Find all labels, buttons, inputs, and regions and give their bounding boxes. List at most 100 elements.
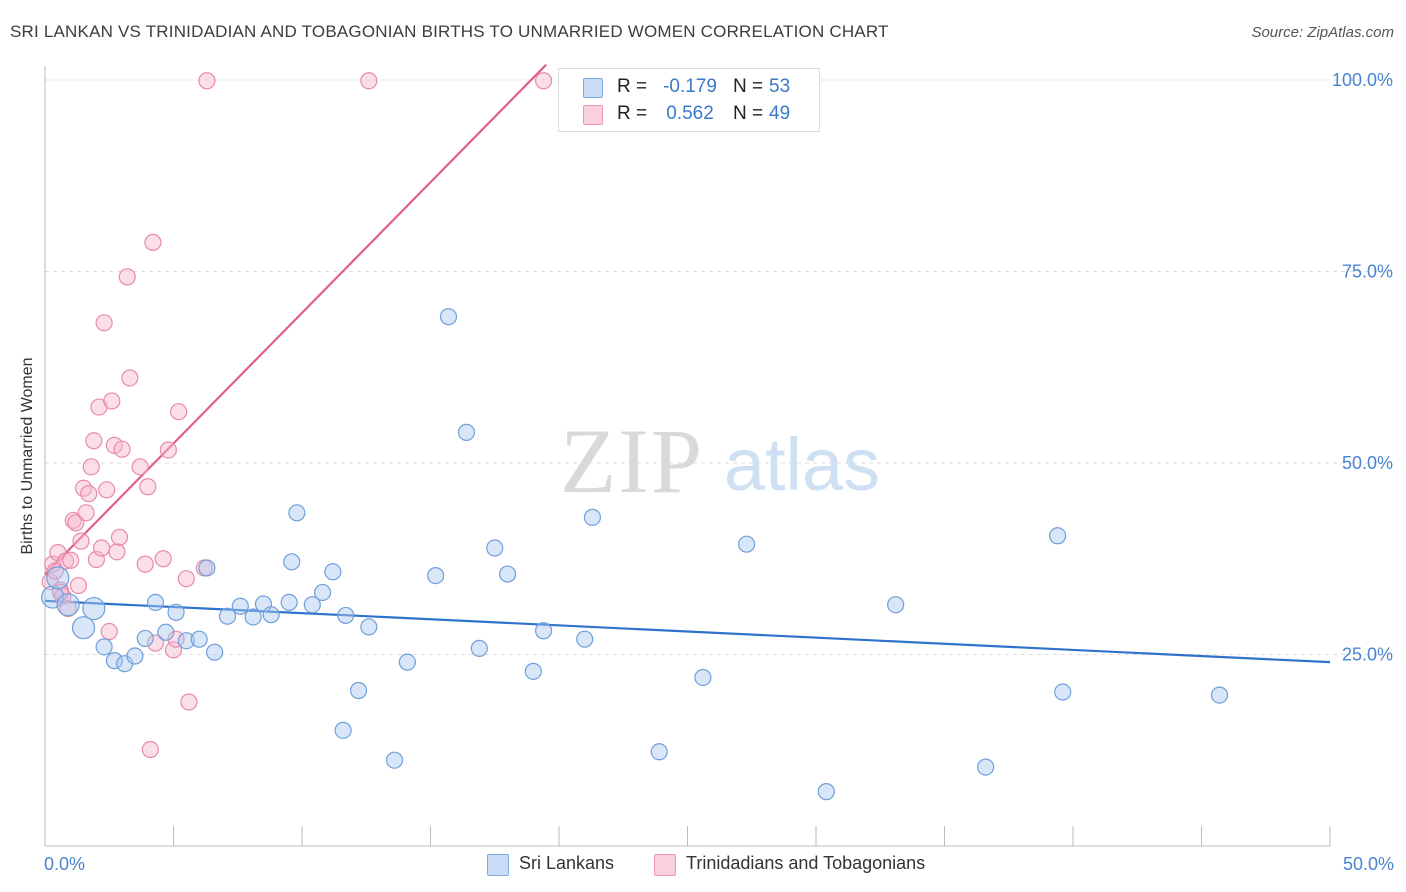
point-sri-lankans <box>534 622 553 640</box>
tick-labels: 25.0% 50.0% 75.0% 100.0% 0.0% 50.0% <box>44 70 1394 874</box>
point-trinidadians <box>80 485 98 503</box>
point-trinidadians <box>92 539 111 557</box>
point-sri-lankans <box>977 758 995 776</box>
point-trinidadians <box>77 504 95 522</box>
watermark: ZIP atlas <box>560 410 880 512</box>
stats-legend: R = -0.179 N = 53 R = 0.562 N = 49 <box>558 68 820 132</box>
legend-swatch-blue <box>583 78 603 98</box>
point-sri-lankans <box>71 616 96 640</box>
legend-r-value: 0.562 <box>666 103 714 124</box>
point-sri-lankans <box>427 567 445 585</box>
series-legend: Sri Lankans Trinidadians and Tobagonians <box>0 852 1406 878</box>
point-sri-lankans <box>439 308 458 326</box>
legend-label: Trinidadians and Tobagonians <box>686 853 926 873</box>
x-tick-label: 50.0% <box>1343 854 1394 874</box>
legend-n-label: N = <box>733 103 764 124</box>
point-trinidadians <box>105 436 123 454</box>
point-sri-lankans <box>1048 527 1067 545</box>
point-sri-lankans <box>303 596 321 614</box>
legend-n-value: 49 <box>769 103 791 124</box>
point-trinidadians <box>56 552 75 570</box>
point-trinidadians <box>144 233 162 251</box>
point-sri-lankans <box>280 593 298 612</box>
point-sri-lankans <box>1210 686 1229 704</box>
point-trinidadians <box>131 458 149 476</box>
legend-n-label: N = <box>733 76 764 97</box>
point-sri-lankans <box>157 623 175 641</box>
point-sri-lankans <box>190 630 208 648</box>
trendline-trinidadians <box>44 63 547 575</box>
point-trinidadians <box>62 551 80 569</box>
point-trinidadians <box>95 314 113 332</box>
point-sri-lankans <box>334 721 352 739</box>
legend-r-label: R = <box>617 76 648 97</box>
point-sri-lankans <box>887 596 905 614</box>
point-trinidadians <box>82 458 100 476</box>
point-sri-lankans <box>198 559 216 577</box>
point-sri-lankans <box>82 596 106 621</box>
source-label: Source: ZipAtlas.com <box>1251 24 1394 41</box>
point-sri-lankans <box>313 583 332 602</box>
point-trinidadians <box>100 622 118 641</box>
y-tick-label: 50.0% <box>1342 453 1393 473</box>
point-sri-lankans <box>738 535 756 553</box>
trendlines <box>44 63 1331 664</box>
point-trinidadians <box>146 634 165 652</box>
point-sri-lankans <box>694 668 712 687</box>
legend-r-value: -0.179 <box>663 76 717 97</box>
point-trinidadians <box>98 481 116 499</box>
point-sri-lankans <box>337 606 355 625</box>
point-sri-lankans <box>218 607 237 625</box>
point-sri-lankans <box>1054 683 1072 701</box>
y-tick-label: 75.0% <box>1342 262 1393 282</box>
point-sri-lankans <box>177 632 195 650</box>
point-sri-lankans <box>56 593 80 617</box>
point-trinidadians <box>170 403 188 421</box>
point-sri-lankans <box>524 662 542 680</box>
point-trinidadians <box>164 641 183 659</box>
point-trinidadians <box>103 392 121 410</box>
point-trinidadians <box>177 570 195 588</box>
chart-title: SRI LANKAN VS TRINIDADIAN AND TOBAGONIAN… <box>10 22 889 41</box>
point-trinidadians <box>69 576 88 595</box>
point-trinidadians <box>110 528 129 546</box>
x-tick-label: 0.0% <box>44 854 85 874</box>
point-sri-lankans <box>398 653 416 671</box>
axes <box>44 66 1331 847</box>
point-trinidadians <box>72 532 90 550</box>
point-sri-lankans <box>349 681 368 700</box>
point-sri-lankans <box>360 618 378 636</box>
legend-label: Sri Lankans <box>519 853 615 873</box>
point-trinidadians <box>113 440 131 458</box>
point-trinidadians <box>108 543 126 561</box>
point-sri-lankans <box>576 630 594 648</box>
point-sri-lankans <box>817 783 835 801</box>
point-trinidadians <box>360 72 378 90</box>
point-sri-lankans <box>244 608 262 626</box>
point-trinidadians <box>64 511 82 530</box>
point-sri-lankans <box>583 508 602 526</box>
point-sri-lankans <box>385 751 404 769</box>
point-sri-lankans <box>650 743 668 761</box>
point-trinidadians <box>180 693 198 711</box>
y-tick-label: 100.0% <box>1332 70 1393 90</box>
legend-swatch-blue <box>487 854 509 876</box>
point-sri-lankans <box>146 593 165 612</box>
point-sri-lankans <box>262 606 280 624</box>
y-tick-label: 25.0% <box>1342 645 1393 665</box>
point-trinidadians <box>534 72 553 90</box>
point-sri-lankans <box>470 639 488 657</box>
point-trinidadians <box>85 432 103 450</box>
legend-swatch-pink <box>583 105 603 125</box>
watermark-zip: ZIP <box>560 410 704 512</box>
point-trinidadians <box>154 550 172 568</box>
legend-n-value: 53 <box>769 76 791 97</box>
point-sri-lankans <box>46 566 70 590</box>
point-sri-lankans <box>126 647 144 665</box>
point-sri-lankans <box>167 603 185 621</box>
point-trinidadians <box>139 478 157 496</box>
point-sri-lankans <box>105 652 123 670</box>
point-trinidadians <box>198 72 216 90</box>
point-sri-lankans <box>136 629 154 648</box>
